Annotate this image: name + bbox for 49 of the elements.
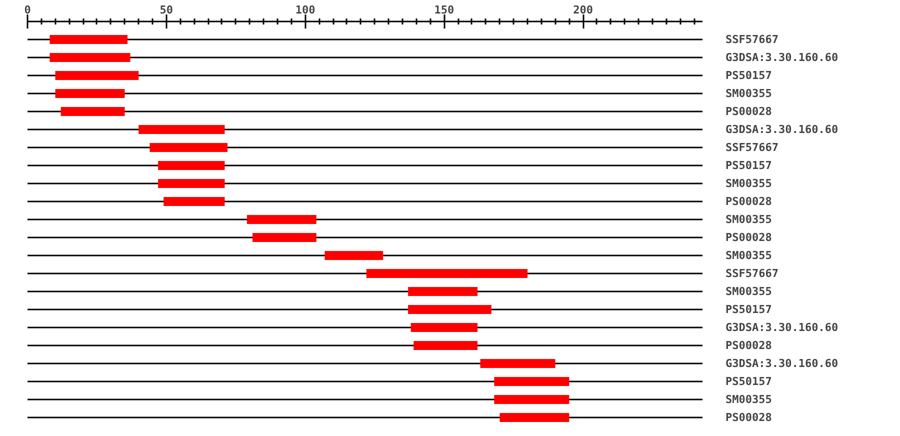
y-tick-label: PS00028: [726, 411, 772, 424]
y-tick-label: PS00028: [726, 339, 772, 352]
bar: [164, 197, 225, 206]
bar: [494, 377, 570, 386]
bar: [158, 179, 225, 188]
bar: [55, 89, 125, 98]
y-tick-label: SM00355: [726, 87, 772, 100]
y-tick-label: G3DSA:3.30.160.60: [726, 51, 838, 64]
bar: [158, 161, 225, 170]
y-tick-label: G3DSA:3.30.160.60: [726, 357, 838, 370]
bar: [246, 215, 316, 224]
x-tick-label: 100: [295, 4, 316, 16]
bar: [55, 71, 139, 80]
y-tick-label: SSF57667: [726, 141, 778, 154]
y-tick-label: SM00355: [726, 249, 772, 262]
y-tick-label: PS50157: [726, 159, 772, 172]
y-tick-label: SM00355: [726, 213, 772, 226]
x-tick-label: 0: [24, 4, 31, 16]
bar: [408, 287, 478, 296]
bar: [50, 35, 128, 44]
y-tick-label: PS50157: [726, 375, 772, 388]
bar: [410, 323, 478, 332]
bar: [138, 125, 225, 134]
bar: [494, 395, 570, 404]
bar: [366, 269, 528, 278]
y-tick-label: SSF57667: [726, 267, 778, 280]
x-tick-label: 150: [434, 4, 454, 16]
bar: [408, 305, 492, 314]
bar: [50, 53, 130, 62]
y-tick-label: PS50157: [726, 303, 772, 316]
bar: [60, 107, 125, 116]
y-tick-label: PS00028: [726, 195, 772, 208]
y-tick-label: PS00028: [726, 231, 772, 244]
y-tick-label: PS00028: [726, 105, 772, 118]
bar: [150, 143, 228, 152]
x-tick-label: 50: [160, 4, 174, 16]
y-tick-label: PS50157: [726, 69, 772, 82]
y-tick-label: G3DSA:3.30.160.60: [726, 123, 838, 136]
bar: [500, 413, 570, 422]
bar: [252, 233, 316, 242]
x-tick-label: 200: [573, 4, 593, 16]
bar: [414, 341, 478, 350]
bar: [324, 251, 384, 260]
y-tick-label: SM00355: [726, 285, 772, 298]
y-tick-label: SM00355: [726, 393, 772, 406]
y-tick-label: SSF57667: [726, 33, 778, 46]
bar: [480, 359, 556, 368]
y-tick-label: G3DSA:3.30.160.60: [726, 321, 838, 334]
y-tick-label: SM00355: [726, 177, 772, 190]
